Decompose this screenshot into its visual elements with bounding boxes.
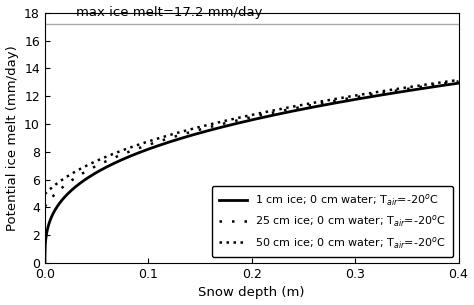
X-axis label: Snow depth (m): Snow depth (m)	[199, 286, 305, 300]
Y-axis label: Potential ice melt (mm/day): Potential ice melt (mm/day)	[6, 45, 18, 231]
Legend: 1 cm ice; 0 cm water; T$_{air}$=-20$^{o}$C, 25 cm ice; 0 cm water; T$_{air}$=-20: 1 cm ice; 0 cm water; T$_{air}$=-20$^{o}…	[212, 186, 453, 257]
Text: max ice melt=17.2 mm/day: max ice melt=17.2 mm/day	[76, 6, 263, 19]
